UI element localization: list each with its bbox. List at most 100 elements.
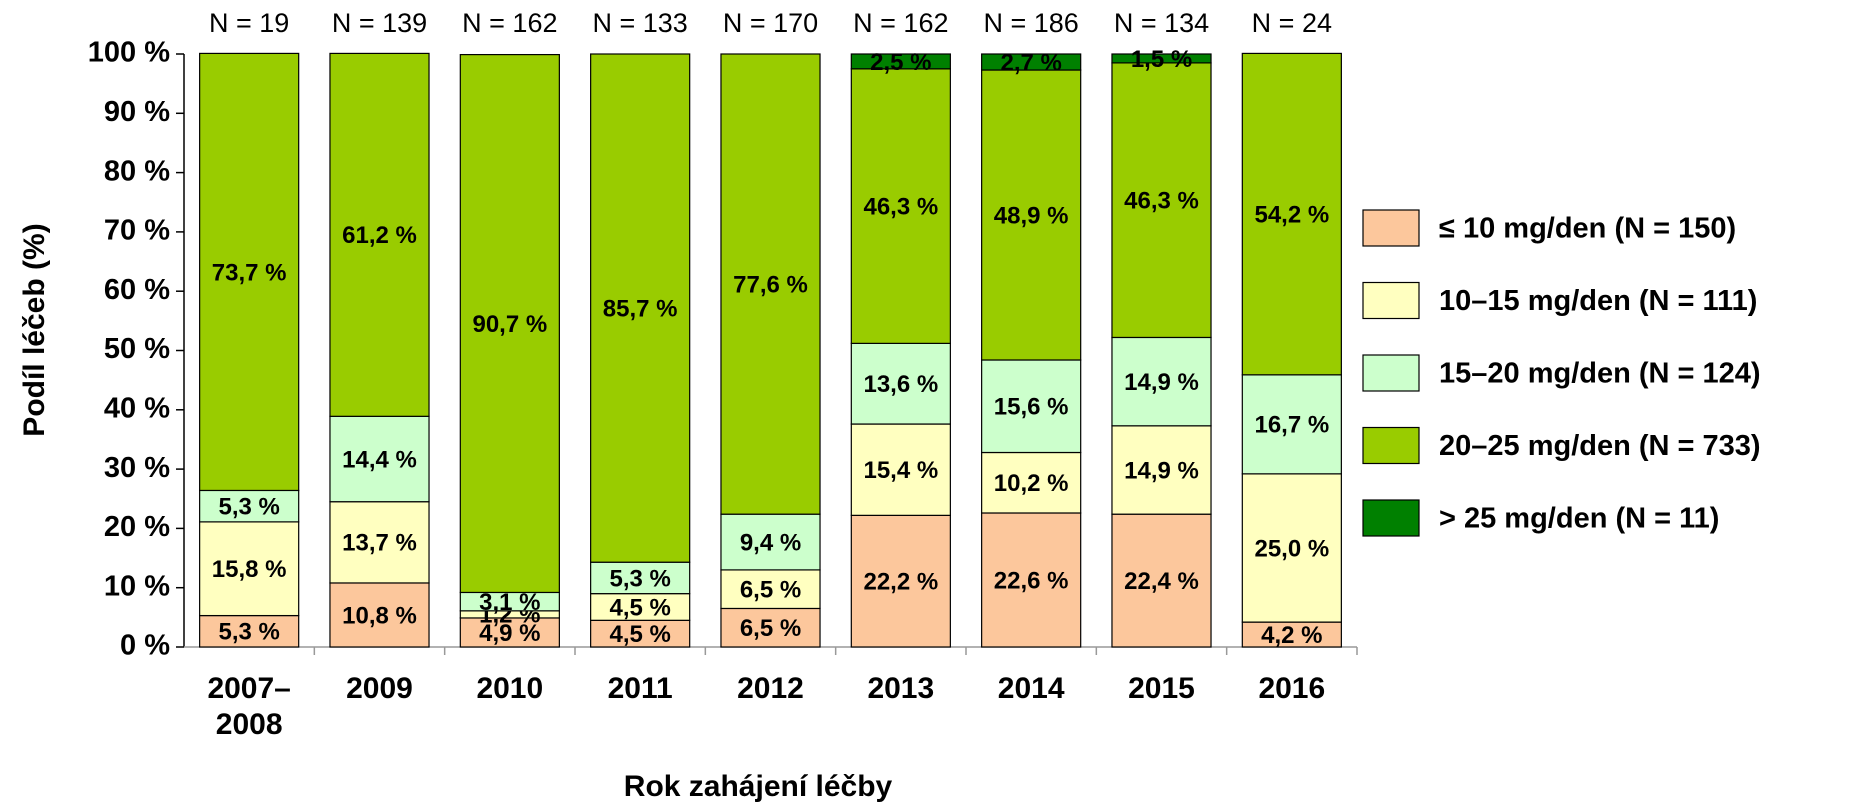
data-label: 46,3 % <box>1124 188 1199 215</box>
data-label: 90,7 % <box>472 311 547 338</box>
annotation: N = 133 <box>593 8 688 38</box>
bar-segment <box>850 514 951 648</box>
data-label: 5,3 % <box>218 494 279 521</box>
annotation: N = 19 <box>209 8 289 38</box>
data-label: 6,5 % <box>740 615 801 642</box>
bar-segment <box>1111 53 1212 64</box>
y-tick-label: 70 % <box>104 215 170 247</box>
x-axis-title: Rok zahájení léčby <box>624 770 893 803</box>
bar-segment <box>1111 62 1212 339</box>
legend-label: ≤ 10 mg/den (N = 150) <box>1439 213 1736 245</box>
data-label: 1,5 % <box>1131 46 1192 73</box>
data-label: 15,6 % <box>994 394 1069 421</box>
data-label: 3,1 % <box>479 589 540 616</box>
legend-swatch <box>1362 426 1420 465</box>
bar-segment <box>1111 336 1212 427</box>
legend-label: > 25 mg/den (N = 11) <box>1439 503 1719 535</box>
data-label: 10,2 % <box>994 470 1069 497</box>
data-label: 5,3 % <box>218 619 279 646</box>
x-tick-label: 2015 <box>1128 672 1195 705</box>
bar-segment <box>199 52 300 492</box>
legend-swatch <box>1362 281 1420 320</box>
y-tick-label: 80 % <box>104 155 170 187</box>
data-label: 73,7 % <box>212 259 287 286</box>
data-label: 14,9 % <box>1124 369 1199 396</box>
bar-segment <box>720 513 821 571</box>
data-label: 48,9 % <box>994 202 1069 229</box>
bar-segment <box>590 53 691 563</box>
y-tick-label: 10 % <box>104 570 170 602</box>
data-label: 25,0 % <box>1254 535 1329 562</box>
bar-segment <box>199 489 300 523</box>
y-tick-label: 100 % <box>88 37 170 69</box>
annotation: N = 134 <box>1114 8 1209 38</box>
bar-segment <box>199 614 300 648</box>
bar-segment <box>1111 513 1212 648</box>
bar-segment <box>329 52 430 417</box>
y-tick-label: 60 % <box>104 274 170 306</box>
y-tick-label: 30 % <box>104 452 170 484</box>
legend-swatch <box>1362 209 1420 247</box>
bar-segment <box>981 512 1082 648</box>
data-label: 2,5 % <box>870 49 931 76</box>
data-label: 77,6 % <box>733 271 808 298</box>
bar-segment <box>1241 52 1342 376</box>
bar-segment <box>590 593 691 621</box>
data-label: 4,5 % <box>609 621 670 648</box>
data-label: 61,2 % <box>342 222 417 249</box>
bar-segment <box>981 359 1082 454</box>
bar-segment <box>850 68 951 344</box>
legend-label: 20–25 mg/den (N = 733) <box>1439 430 1761 462</box>
bar-segment <box>199 521 300 617</box>
x-tick-label: 2016 <box>1258 672 1326 705</box>
annotation: N = 162 <box>462 8 557 38</box>
y-tick-label: 0 % <box>120 630 170 662</box>
bar-segment <box>981 451 1082 514</box>
annotation: N = 24 <box>1252 8 1332 38</box>
x-tick-label: 2012 <box>737 672 804 705</box>
bar-segment <box>329 501 430 584</box>
y-tick-label: 40 % <box>104 392 170 424</box>
data-label: 2,7 % <box>1000 49 1061 76</box>
data-label: 6,5 % <box>740 577 801 604</box>
data-label: 85,7 % <box>603 295 678 322</box>
y-tick-label: 20 % <box>104 511 170 543</box>
data-label: 14,9 % <box>1124 457 1199 484</box>
y-tick-label: 90 % <box>104 96 170 128</box>
bar-segment <box>720 53 821 515</box>
data-label: 14,4 % <box>342 446 417 473</box>
data-label: 22,4 % <box>1124 568 1199 595</box>
x-tick-label: 2013 <box>867 672 935 705</box>
data-label: 9,4 % <box>740 529 801 556</box>
data-label: 46,3 % <box>863 193 938 220</box>
x-tick-label: 2007–2008 <box>207 672 291 741</box>
data-label: 10,8 % <box>342 602 417 629</box>
legend-swatch <box>1362 354 1420 392</box>
x-tick-label: 2010 <box>476 672 544 705</box>
bar-segment <box>850 53 951 70</box>
bar-segment <box>329 415 430 503</box>
annotation: N = 186 <box>984 8 1079 38</box>
data-label: 4,5 % <box>609 594 670 621</box>
bar-segment <box>720 569 821 610</box>
data-label: 22,6 % <box>994 567 1069 594</box>
y-tick-label: 50 % <box>104 333 170 365</box>
data-label: 22,2 % <box>863 569 938 596</box>
y-axis-title: Podíl léčeb (%) <box>18 223 51 436</box>
x-tick-label: 2011 <box>607 672 673 705</box>
bar-segment <box>329 582 430 648</box>
data-label: 15,8 % <box>212 556 287 583</box>
bar-segment <box>1241 473 1342 623</box>
data-label: 13,6 % <box>863 371 938 398</box>
data-label: 4,9 % <box>479 620 540 647</box>
bar-segment <box>590 619 691 648</box>
bar-segment <box>459 53 560 594</box>
x-tick-label: 2014 <box>997 672 1065 705</box>
bar-segment <box>850 342 951 425</box>
data-label: 5,3 % <box>609 565 670 592</box>
legend-swatch <box>1362 499 1420 537</box>
data-label: 13,7 % <box>342 530 417 557</box>
legend-label: 10–15 mg/den (N = 111) <box>1439 285 1757 317</box>
